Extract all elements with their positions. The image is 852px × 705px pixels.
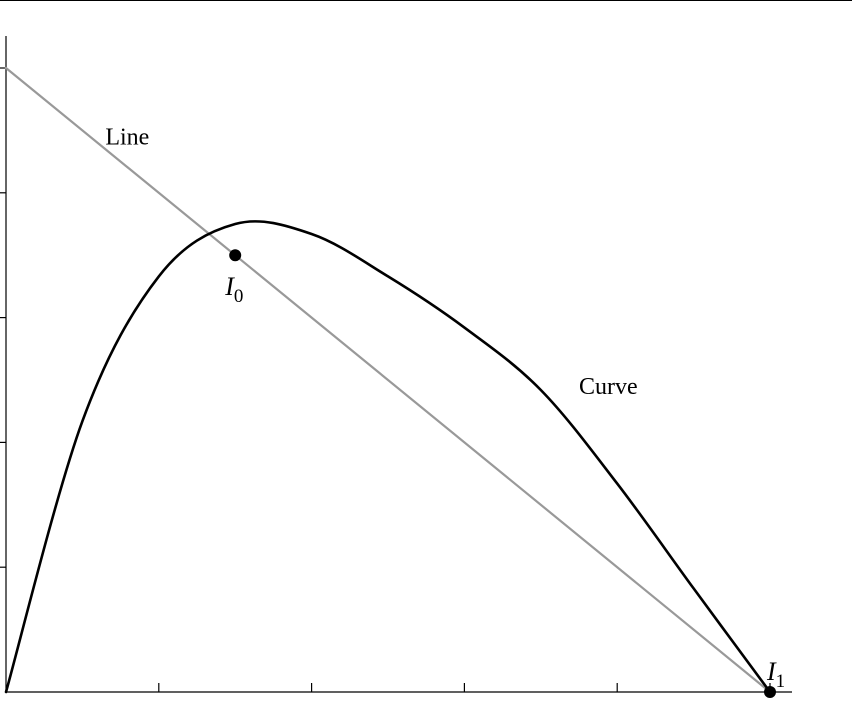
axes bbox=[0, 36, 792, 693]
point-label-i1: I1 bbox=[766, 657, 785, 692]
series-curve bbox=[4, 220, 772, 694]
point-i1 bbox=[764, 686, 776, 698]
labels-layer: I0 I1 Line Curve bbox=[105, 125, 785, 692]
points-layer bbox=[229, 249, 776, 698]
annotation-line: Line bbox=[105, 125, 149, 151]
point-label-i0: I0 bbox=[224, 272, 243, 307]
series-line bbox=[4, 66, 772, 694]
annotation-curve: Curve bbox=[579, 374, 638, 400]
point-i0 bbox=[229, 249, 242, 262]
series-layer bbox=[4, 66, 772, 694]
top-border bbox=[0, 0, 852, 1]
